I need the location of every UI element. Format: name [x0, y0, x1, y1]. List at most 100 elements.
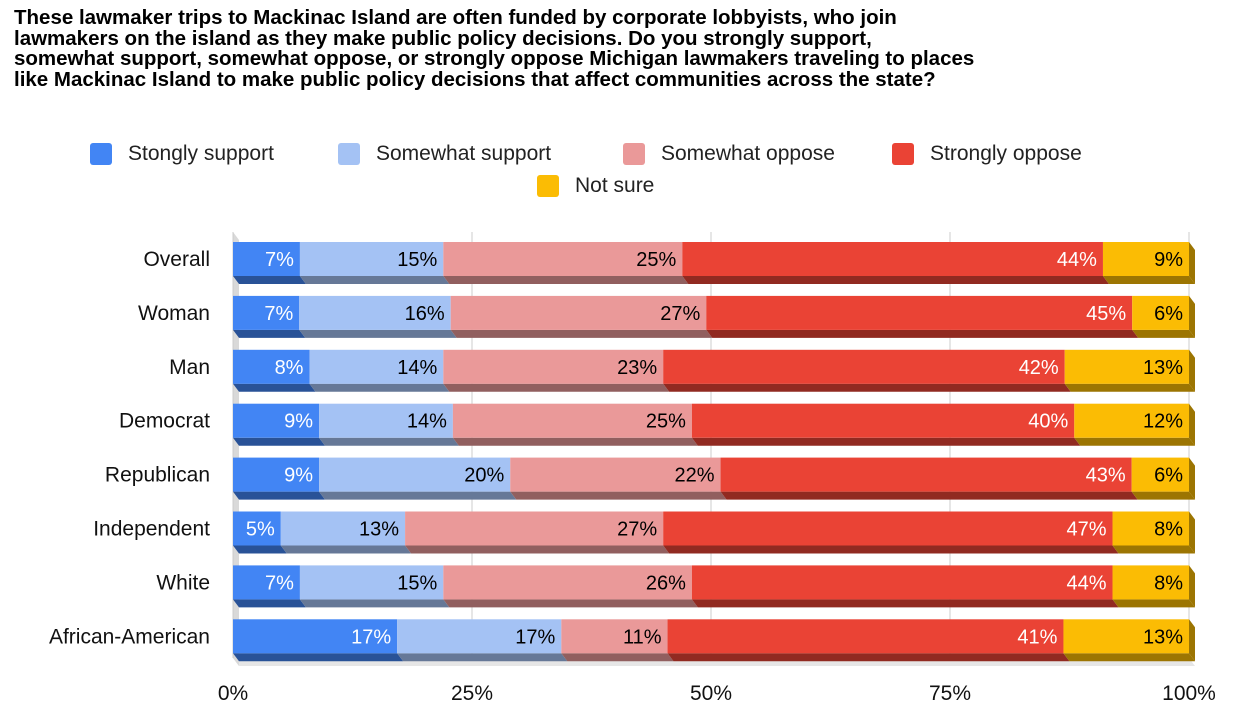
- bar-segment: [233, 403, 320, 438]
- data-label: 43%: [1086, 465, 1126, 487]
- x-tick-label: 75%: [929, 682, 971, 705]
- bar-segment: [706, 295, 1133, 330]
- legend-item-somewhat-oppose: Somewhat oppose: [623, 140, 835, 168]
- category-label: Overall: [143, 248, 210, 271]
- legend-swatch: [892, 143, 914, 165]
- bar-segment: [691, 565, 1113, 600]
- legend-swatch: [90, 143, 112, 165]
- data-label: 17%: [351, 626, 391, 648]
- bar-segment: [309, 349, 444, 384]
- data-label: 8%: [1154, 572, 1183, 594]
- bar-depth: [510, 491, 727, 500]
- data-label: 13%: [1143, 626, 1183, 648]
- bar-depth: [667, 653, 1070, 662]
- data-label: 14%: [397, 357, 437, 379]
- legend-swatch: [537, 175, 559, 197]
- bar-segment: [1102, 242, 1189, 276]
- bar-depth: [405, 545, 670, 554]
- data-label: 27%: [617, 519, 657, 541]
- data-label: 45%: [1086, 303, 1126, 325]
- data-label: 22%: [675, 465, 715, 487]
- bar-segment: [233, 619, 398, 654]
- bar-segment: [452, 403, 692, 438]
- data-label: 44%: [1057, 249, 1097, 271]
- bar-depth: [663, 383, 1071, 392]
- bar-depth: [233, 653, 404, 662]
- data-label: 7%: [264, 303, 293, 325]
- legend-swatch: [338, 143, 360, 165]
- data-label: 6%: [1154, 465, 1183, 487]
- bar-depth-side: [1189, 457, 1195, 500]
- bar-depth: [682, 276, 1109, 284]
- bar-segment: [443, 242, 683, 276]
- bar-segment: [1074, 403, 1189, 438]
- bar-segment: [443, 565, 692, 600]
- bar-depth-side: [1189, 295, 1195, 338]
- bar-depth: [1074, 437, 1195, 446]
- category-label: White: [156, 571, 210, 594]
- bar-segment: [1112, 565, 1189, 600]
- bar-segment: [561, 619, 668, 654]
- bar-segment: [233, 457, 320, 492]
- bar-depth: [280, 545, 412, 554]
- legend-label: Somewhat oppose: [661, 142, 835, 165]
- data-label: 5%: [246, 519, 275, 541]
- bar-depth: [443, 383, 670, 392]
- data-label: 42%: [1019, 357, 1059, 379]
- data-label: 23%: [617, 357, 657, 379]
- chart-title: These lawmaker trips to Mackinac Island …: [14, 6, 975, 91]
- bar-segment: [397, 619, 562, 654]
- bar-depth: [720, 491, 1138, 500]
- category-label: Man: [169, 356, 210, 379]
- data-label: 12%: [1143, 411, 1183, 433]
- bar-segment: [299, 565, 444, 600]
- data-label: 41%: [1017, 626, 1057, 648]
- bar-depth: [691, 599, 1119, 608]
- bar-segment: [1132, 295, 1189, 330]
- x-tick-label: 0%: [218, 682, 248, 705]
- legend-item-strongly-oppose: Strongly oppose: [892, 140, 1082, 168]
- bar-depth-side: [1189, 511, 1195, 554]
- bar-segment: [319, 457, 511, 492]
- bar-depth: [1064, 383, 1195, 392]
- bar-segment: [663, 511, 1113, 546]
- bar-depth: [309, 383, 450, 392]
- bar-depth: [233, 491, 326, 500]
- bar-depth: [233, 437, 326, 446]
- bar-segment: [1064, 349, 1189, 384]
- bar-segment: [510, 457, 721, 492]
- data-label: 9%: [284, 465, 313, 487]
- bar-depth: [1112, 545, 1195, 554]
- data-label: 17%: [515, 626, 555, 648]
- plot-left-wall: [233, 232, 239, 666]
- x-tick-label: 50%: [690, 682, 732, 705]
- bar-depth: [443, 599, 698, 608]
- bar-segment: [691, 403, 1075, 438]
- data-label: 16%: [405, 303, 445, 325]
- bar-segment: [233, 242, 300, 276]
- bar-depth: [319, 491, 517, 500]
- legend-swatch: [623, 143, 645, 165]
- bar-depth: [233, 383, 316, 392]
- data-label: 9%: [1154, 249, 1183, 271]
- data-label: 8%: [275, 357, 304, 379]
- legend-label: Stongly support: [128, 142, 274, 165]
- bar-segment: [682, 242, 1103, 276]
- bar-depth: [561, 653, 674, 662]
- bar-depth: [397, 653, 568, 662]
- data-label: 8%: [1154, 519, 1183, 541]
- data-label: 7%: [265, 572, 294, 594]
- category-label: Democrat: [119, 410, 210, 433]
- bar-segment: [1112, 511, 1189, 546]
- bar-segment: [299, 242, 444, 276]
- data-label: 7%: [265, 249, 294, 271]
- legend-label: Somewhat support: [376, 142, 552, 165]
- bar-segment: [720, 457, 1132, 492]
- bar-depth: [1112, 599, 1195, 608]
- legend-item-somewhat-support: Somewhat support: [338, 140, 551, 168]
- bar-depth: [233, 599, 306, 608]
- bar-segment: [233, 511, 281, 546]
- bar-depth: [691, 437, 1081, 446]
- data-label: 15%: [397, 249, 437, 271]
